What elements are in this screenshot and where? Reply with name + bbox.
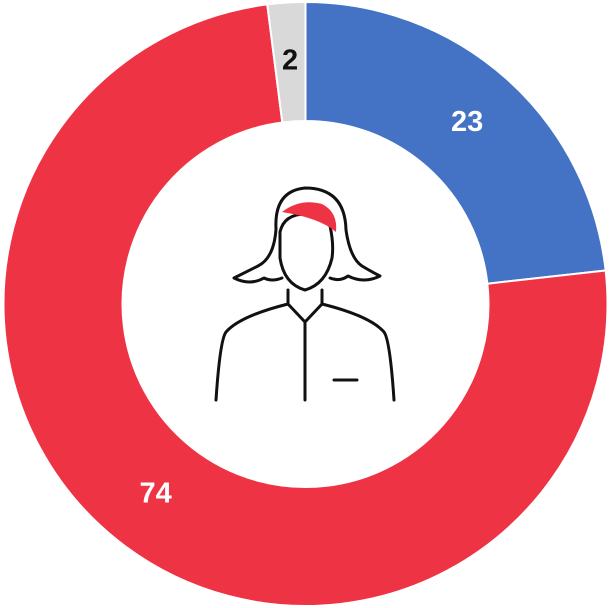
slice [2,3,609,607]
woman-icon [214,186,396,402]
data-label: 23 [451,106,483,138]
data-label: 2 [282,45,298,77]
data-label: 74 [139,477,171,509]
slice [304,0,607,285]
slice [266,0,307,124]
